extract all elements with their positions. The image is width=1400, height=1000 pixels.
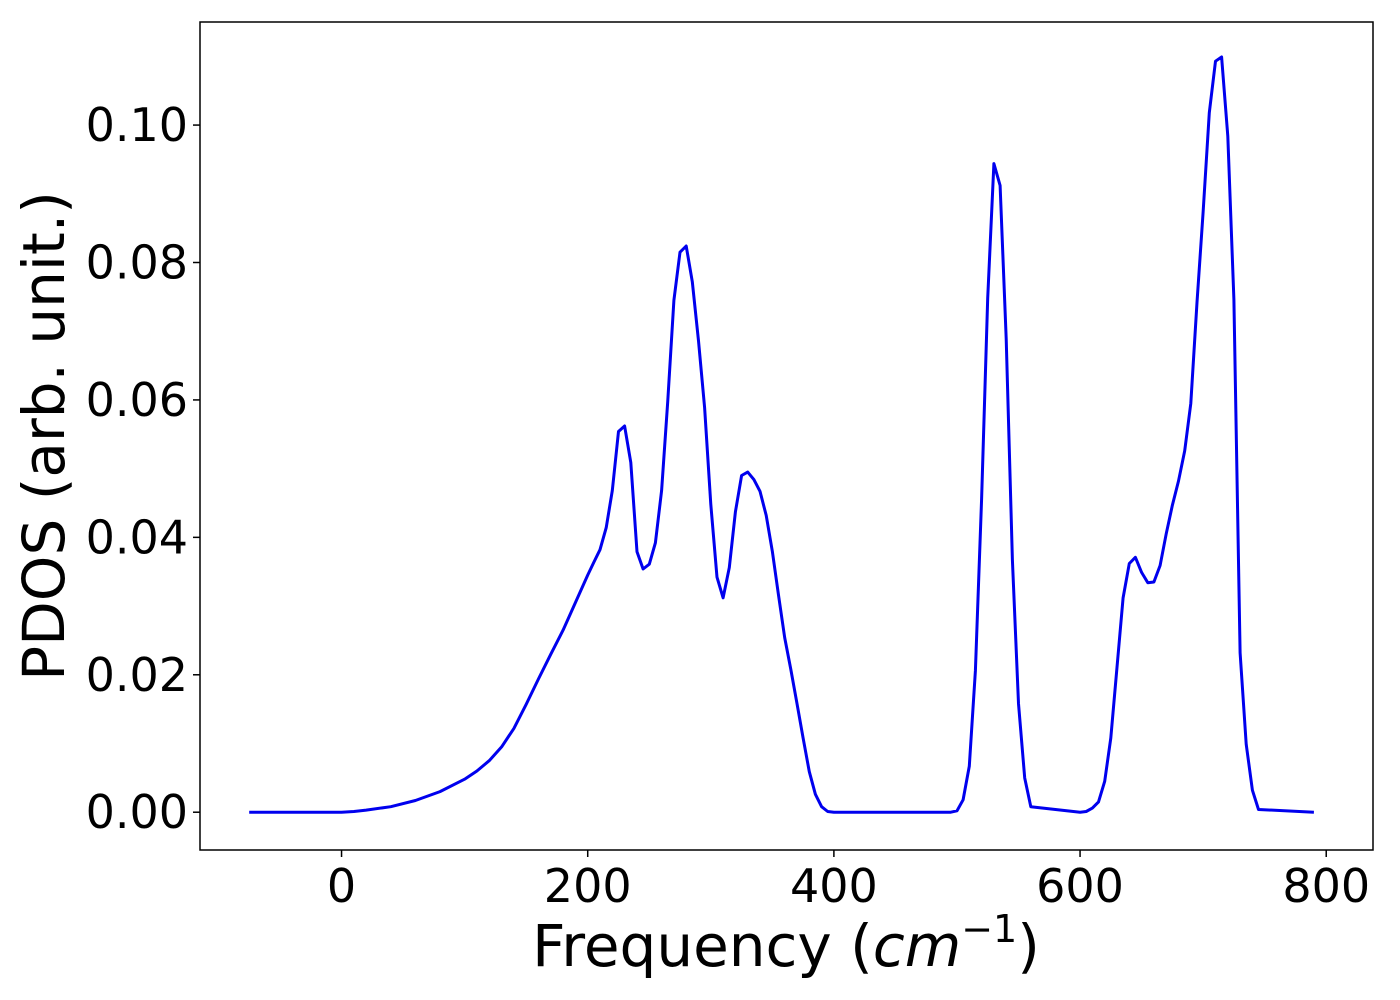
x-tick-label: 800 (1282, 859, 1370, 913)
y-tick-label: 0.10 (86, 98, 188, 152)
x-axis-label: Frequency (cm−1) (532, 907, 1040, 980)
series-line (249, 55, 1314, 814)
y-tick-label: 0.02 (86, 648, 188, 702)
x-tick-label: 600 (1036, 859, 1124, 913)
x-axis-ticks: 0 200 400 600 800 (327, 850, 1370, 913)
y-axis-ticks: 0.00 0.02 0.04 0.06 0.08 0.10 (86, 98, 200, 839)
plot-frame (199, 21, 1374, 851)
x-tick-label: 400 (790, 859, 878, 913)
plot-background (200, 22, 1373, 850)
x-axis-label-unit: cm (873, 912, 961, 980)
y-axis-label: PDOS (arb. unit.) (10, 191, 78, 681)
y-tick-label: 0.04 (86, 510, 188, 564)
x-axis-label-text: Frequency (532, 912, 832, 980)
y-tick-label: 0.00 (86, 785, 188, 839)
x-axis-label-unit-exponent: −1 (961, 907, 1017, 951)
x-tick-label: 200 (544, 859, 632, 913)
x-tick-label: 0 (327, 859, 356, 913)
y-tick-label: 0.08 (86, 235, 188, 289)
y-tick-label: 0.06 (86, 373, 188, 427)
